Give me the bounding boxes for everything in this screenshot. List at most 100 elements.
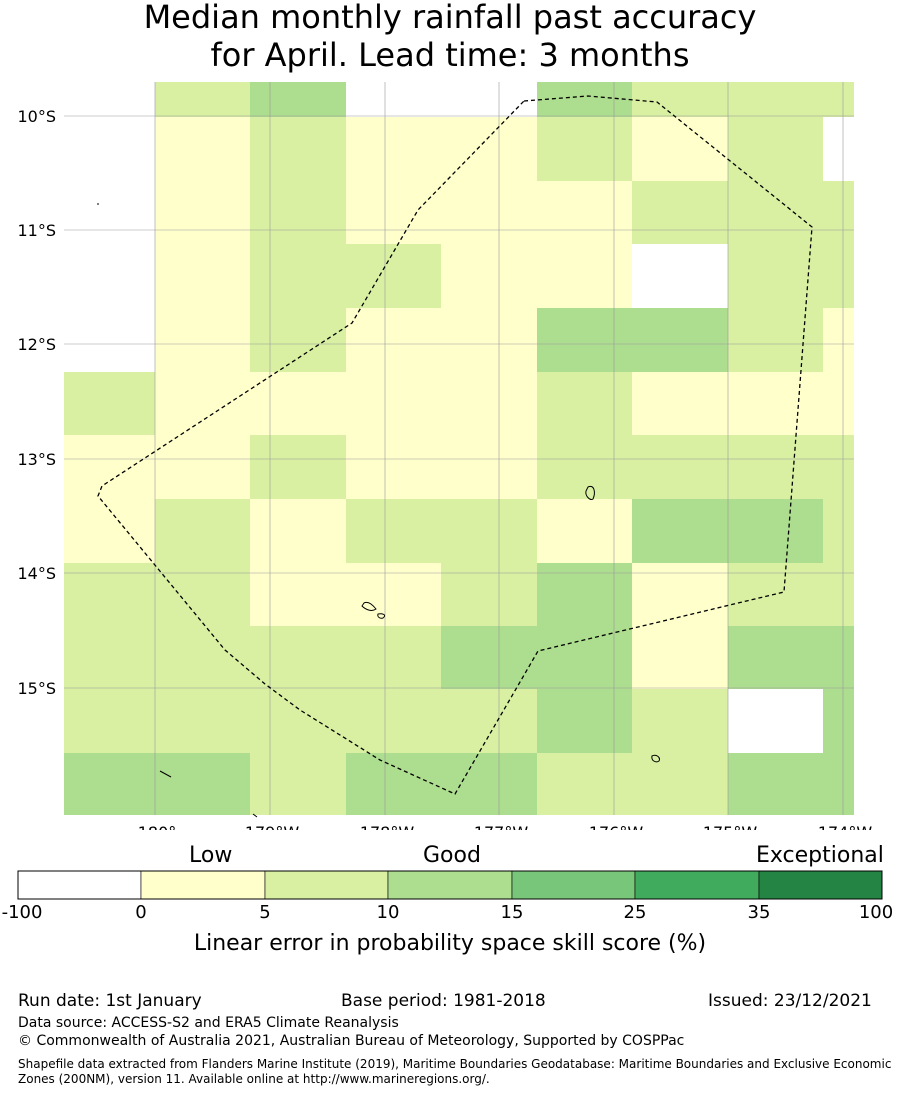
skill-cell — [346, 372, 441, 435]
skill-cell — [632, 499, 728, 563]
issued-date: Issued: 23/12/2021 — [708, 991, 872, 1011]
skill-cell — [346, 244, 441, 308]
colorbar-label: Linear error in probability space skill … — [193, 931, 707, 956]
eez-boundary — [97, 95, 813, 795]
colorbar-segment — [264, 870, 389, 900]
skill-cell — [250, 181, 346, 244]
skill-cell — [632, 372, 728, 435]
longitude-label: 174°W — [818, 823, 873, 830]
skill-cell — [250, 499, 346, 563]
skill-cell — [250, 689, 346, 753]
skill-cell — [632, 563, 728, 626]
graticule — [64, 82, 854, 815]
skill-cell — [346, 689, 441, 753]
skill-cell — [823, 689, 854, 753]
island-south — [651, 754, 660, 763]
colorbar-segment — [140, 870, 266, 900]
longitude-label: 175°W — [703, 823, 758, 830]
skill-cell — [155, 499, 250, 563]
copyright: © Commonwealth of Australia 2021, Austra… — [18, 1033, 685, 1049]
colorbar-segment — [758, 870, 883, 900]
skill-cell — [346, 563, 441, 626]
base-period: Base period: 1981-2018 — [341, 991, 546, 1011]
colorbar-segment — [511, 870, 636, 900]
colorbar-tick-label: -100 — [1, 902, 43, 923]
skill-cell — [155, 244, 250, 308]
skill-cell — [537, 689, 632, 753]
skill-cell — [346, 435, 441, 499]
skill-cell — [250, 117, 346, 181]
skill-cell — [441, 244, 537, 308]
skill-cell — [155, 689, 250, 753]
colorbar-tick-label: 5 — [259, 902, 271, 923]
skill-cell — [155, 372, 250, 435]
skill-cell — [537, 435, 632, 499]
skill-cell — [537, 563, 632, 626]
colorbar-tick-label: 15 — [500, 902, 524, 923]
skill-cell — [632, 181, 728, 244]
skill-cell — [632, 82, 728, 117]
longitude-label: 176°W — [589, 823, 644, 830]
shapefile-credit: Shapefile data extracted from Flanders M… — [18, 1057, 892, 1086]
skill-cell — [441, 308, 537, 372]
longitude-label: 177°W — [474, 823, 529, 830]
skill-cell — [64, 626, 155, 689]
latitude-label: 12°S — [17, 335, 56, 354]
islet-bottom — [252, 813, 258, 818]
island-west — [361, 601, 386, 619]
skill-cell — [537, 244, 632, 308]
skill-cell — [728, 435, 854, 499]
islands — [97, 203, 660, 818]
skill-cell — [346, 499, 441, 563]
skill-cell — [346, 117, 441, 181]
skill-cell — [64, 499, 155, 563]
skill-cell — [441, 435, 537, 499]
colorbar-tick-label: 10 — [376, 902, 400, 923]
skill-cell — [537, 117, 632, 181]
colorbar-segment — [387, 870, 513, 900]
skill-cell — [441, 181, 537, 244]
data-source: Data source: ACCESS-S2 and ERA5 Climate … — [18, 1015, 399, 1031]
longitude-label: 178°W — [360, 823, 415, 830]
longitude-labels: 180° 179°W 178°W 177°W 176°W 175°W 174°W — [138, 823, 873, 830]
map-title-line1: Median monthly rainfall past accuracy — [143, 0, 757, 36]
skill-cell — [537, 181, 632, 244]
skill-cell — [250, 82, 346, 117]
colorbar-tick-label: 25 — [623, 902, 647, 923]
skill-cell — [632, 689, 728, 753]
skill-cell — [346, 181, 441, 244]
skill-cell — [537, 499, 632, 563]
skill-cell — [64, 563, 155, 626]
longitude-label: 180° — [138, 823, 177, 830]
latitude-label: 11°S — [17, 221, 56, 240]
latitude-label: 13°S — [17, 450, 56, 469]
skill-cell — [441, 563, 537, 626]
skill-cell — [823, 308, 854, 372]
latitude-label: 10°S — [17, 107, 56, 126]
colorbar — [17, 870, 883, 900]
skill-cell — [632, 117, 728, 181]
skill-cell — [155, 753, 250, 815]
colorbar-category-low: Low — [189, 843, 233, 868]
skill-cell — [64, 689, 155, 753]
skill-cell — [728, 244, 854, 308]
skill-cell — [250, 435, 346, 499]
skill-cell — [728, 181, 854, 244]
colorbar-category-good: Good — [423, 843, 481, 868]
skill-cell — [728, 372, 854, 435]
skill-cell — [155, 435, 250, 499]
skill-cell — [155, 117, 250, 181]
skill-score-map: 10°S11°S12°S13°S14°S15°S 180°179°W178°W1… — [17, 82, 873, 830]
skill-cell — [537, 82, 632, 117]
skill-cell — [250, 753, 346, 815]
skill-cell — [441, 372, 537, 435]
skill-cell — [250, 372, 346, 435]
skill-cell — [728, 626, 854, 689]
skill-cell — [346, 626, 441, 689]
latitude-labels: 10°S 11°S 12°S 13°S 14°S 15°S — [17, 107, 56, 698]
map-title-line2: for April. Lead time: 3 months — [210, 36, 690, 74]
skill-cell — [441, 626, 537, 689]
skill-cell — [346, 753, 441, 815]
run-date: Run date: 1st January — [18, 991, 202, 1011]
colorbar-tick-label: 0 — [135, 902, 147, 923]
